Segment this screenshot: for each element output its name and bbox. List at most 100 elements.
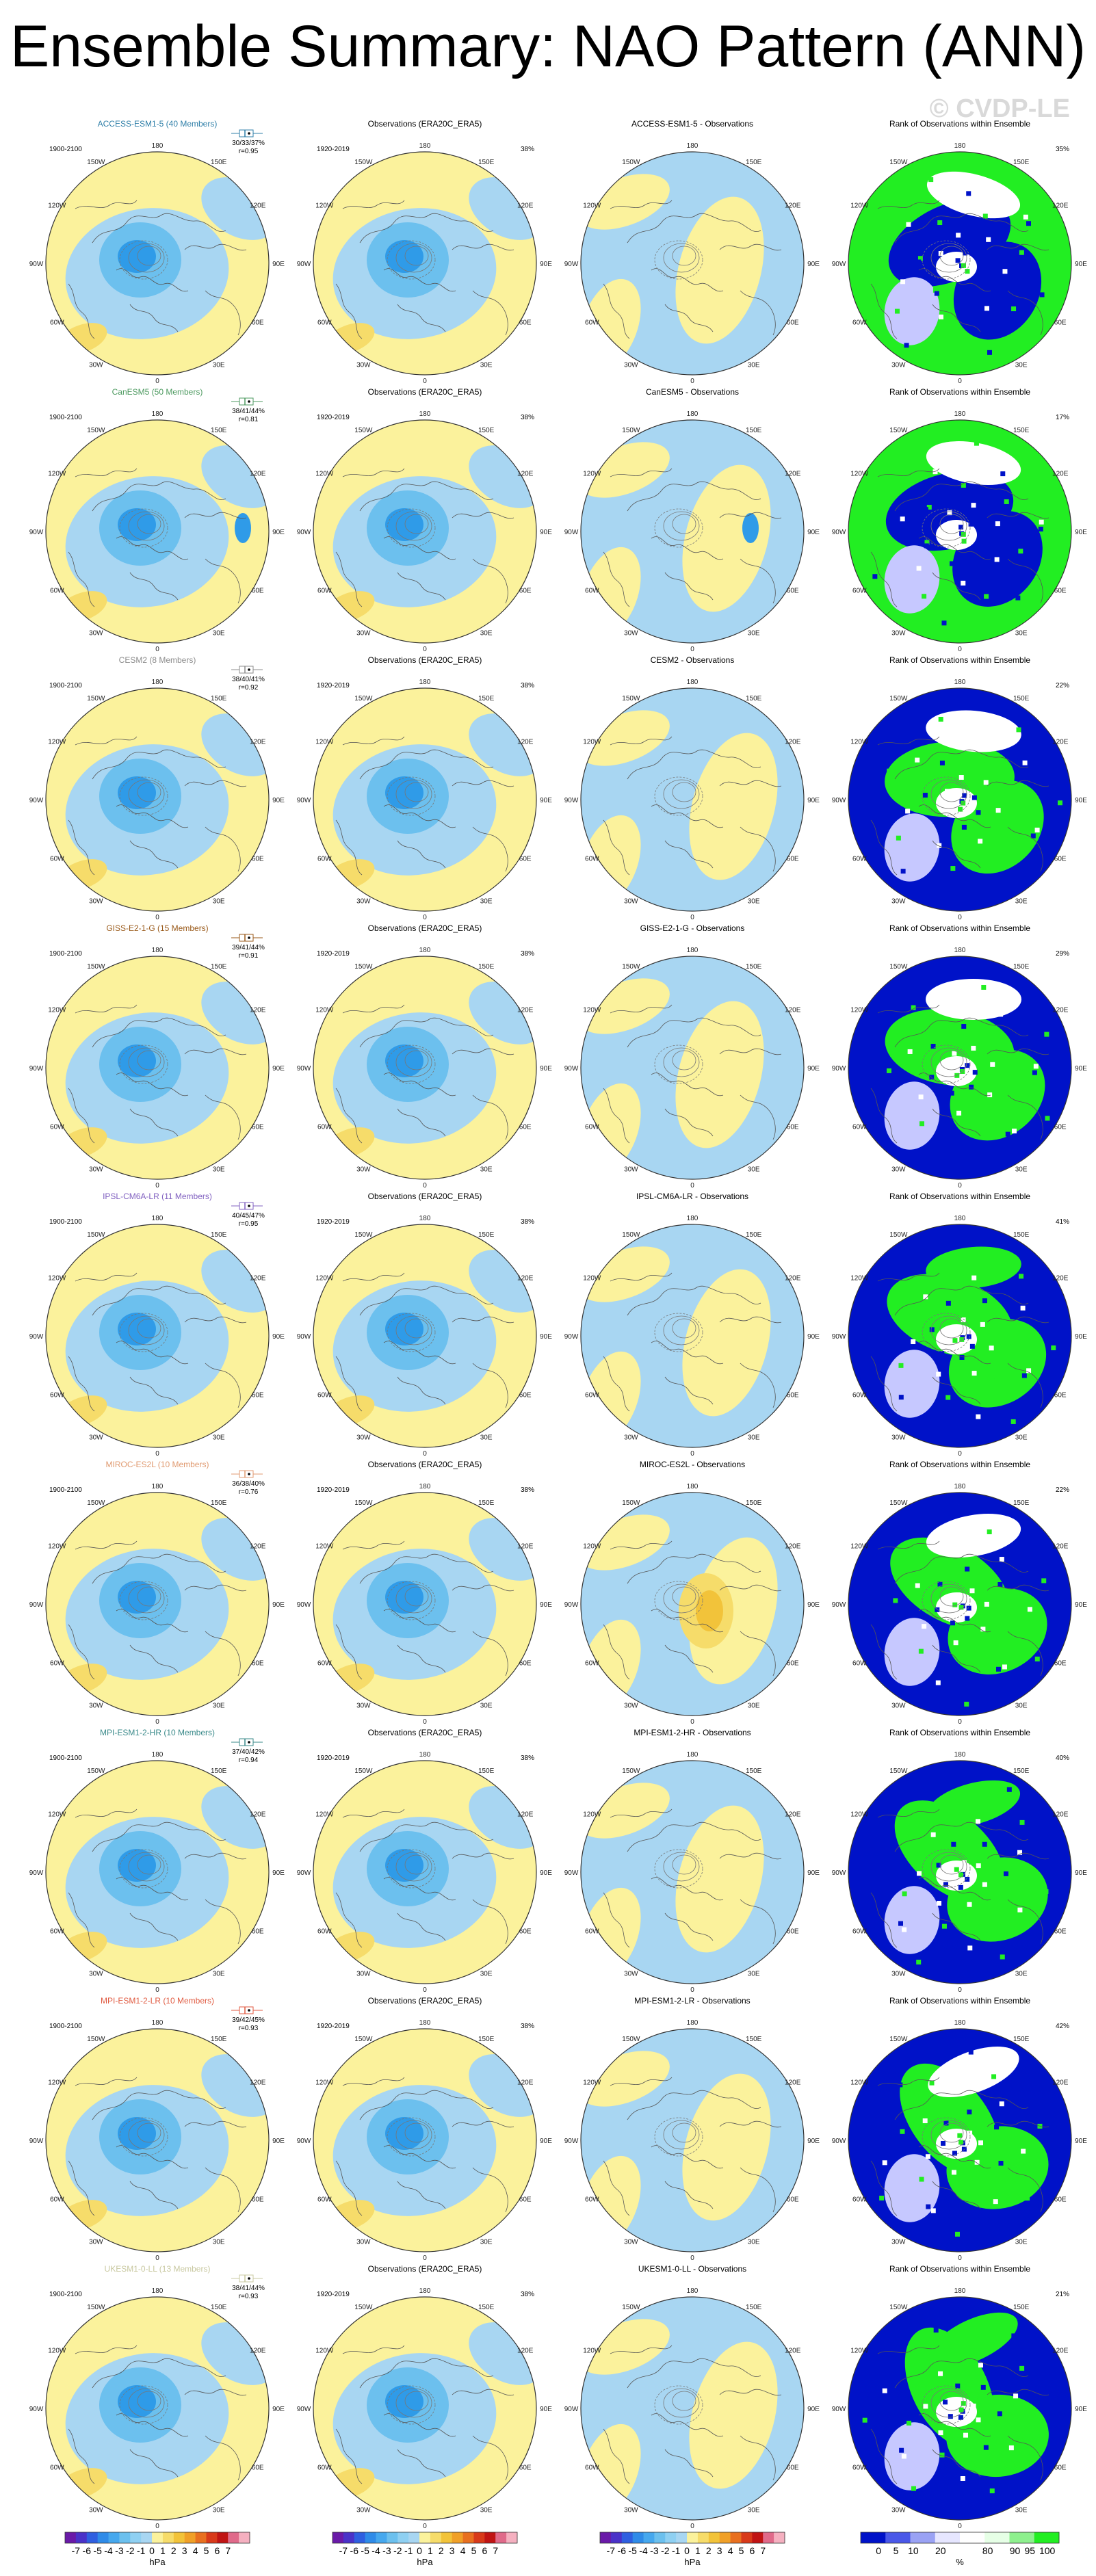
field-positive: [689, 733, 778, 880]
lon-label: 150E: [1013, 1499, 1030, 1507]
lon-label: 30W: [624, 362, 638, 369]
lon-label: 90W: [832, 1869, 846, 1877]
model-period: 1900-2100: [49, 682, 82, 689]
lon-label: 120E: [785, 1543, 801, 1551]
map-panel: 180 150W 150E 120W 120E 90W 90E 60W 60E 30W 30E 0: [564, 679, 820, 921]
lon-label: 150E: [746, 427, 762, 434]
colorbar-tick-label: -6: [618, 2545, 627, 2556]
field-negative-strong: [118, 776, 156, 809]
map-border: [313, 956, 537, 1180]
colorbar-tick-label: 2: [439, 2545, 444, 2556]
colorbar-tick-label: -3: [115, 2545, 124, 2556]
field-positive: [675, 196, 764, 344]
lon-label: 60W: [852, 1124, 867, 1131]
colorbar-swatch: [217, 2532, 229, 2543]
colorbar-tick-label: 4: [193, 2545, 198, 2556]
lon-label: 90W: [29, 1065, 44, 1073]
lon-label: 150W: [87, 159, 105, 166]
figure-row: ACCESS-ESM1-5 (40 Members) 1900-2100 30/33…: [49, 119, 1069, 155]
lon-label: 150W: [622, 1499, 640, 1507]
lon-label: 150E: [1013, 427, 1030, 434]
page-title: Ensemble Summary: NAO Pattern (ANN): [10, 14, 1086, 79]
lon-label: 0: [155, 2255, 159, 2262]
obs-period: 1920-2019: [317, 682, 350, 689]
rank-region: [884, 813, 940, 882]
lon-label: 0: [423, 914, 427, 921]
colorbar-unit: hPa: [684, 2557, 701, 2567]
lon-label: 150W: [87, 2036, 105, 2043]
lon-label: 150E: [211, 1767, 227, 1775]
rank-title: Rank of Observations within Ensemble: [889, 387, 1030, 397]
lon-label: 120W: [583, 202, 601, 210]
field-positive: [682, 2073, 771, 2221]
map-panel: 180 150W 150E 120W 120E 90W 90E 60W 60E 30W 30E 0: [832, 1751, 1088, 1994]
lon-label: 180: [954, 1215, 966, 1222]
lon-label: 90E: [272, 2406, 285, 2413]
field-negative-strong: [118, 2385, 156, 2418]
field-negative-strong: [385, 1313, 423, 1345]
lon-label: 150W: [87, 963, 105, 971]
lon-label: 90E: [272, 1869, 285, 1877]
difference-title: CanESM5 - Observations: [646, 387, 739, 397]
lon-label: 150E: [746, 963, 762, 971]
lon-label: 120W: [850, 1811, 869, 1819]
map-border: [45, 2028, 270, 2252]
lon-label: 0: [423, 646, 427, 653]
colorbar-swatch: [935, 2532, 961, 2543]
colorbar-swatch: [752, 2532, 764, 2543]
lon-label: 120W: [850, 202, 869, 210]
model-stat-range: 38/41/44%: [232, 2285, 265, 2292]
lon-label: 180: [687, 2287, 699, 2295]
lon-label: 0: [155, 1450, 159, 1458]
model-stat-range: 39/42/45%: [232, 2016, 265, 2024]
lon-label: 150E: [478, 159, 495, 166]
lon-label: 60E: [252, 1928, 264, 1936]
map-border: [313, 2028, 537, 2252]
obs-title: Observations (ERA20C_ERA5): [368, 655, 482, 665]
rank-title: Rank of Observations within Ensemble: [889, 119, 1030, 129]
lon-label: 120E: [250, 1275, 266, 1283]
lon-label: 60E: [787, 1124, 799, 1131]
lon-label: 60W: [317, 2196, 332, 2204]
lon-label: 30W: [356, 1971, 371, 1978]
colorbar-swatch: [162, 2532, 174, 2543]
lon-label: 150W: [354, 1499, 373, 1507]
model-stat-range: 38/41/44%: [232, 408, 265, 415]
lon-label: 120W: [850, 1007, 869, 1014]
model-stat-correlation: r=0.93: [239, 2025, 259, 2032]
lon-label: 30E: [213, 898, 225, 906]
lon-label: 30W: [891, 1434, 906, 1442]
lon-label: 60W: [852, 2196, 867, 2204]
lon-label: 0: [690, 1986, 694, 1994]
rank-percent: 17%: [1056, 414, 1069, 421]
field-positive: [675, 1001, 764, 1148]
lon-label: 120W: [583, 1811, 601, 1819]
obs-period: 1920-2019: [317, 146, 350, 153]
lon-label: 90W: [832, 261, 846, 268]
lon-label: 30W: [89, 630, 103, 638]
field-negative-strong: [385, 2117, 423, 2150]
lon-label: 0: [423, 1718, 427, 1726]
lon-label: 90E: [272, 1065, 285, 1073]
colorbar-swatch: [365, 2532, 377, 2543]
rank-percent: 22%: [1056, 682, 1069, 689]
lon-label: 120W: [850, 739, 869, 746]
colorbar-swatch: [441, 2532, 453, 2543]
lon-label: 60E: [787, 2465, 799, 2472]
lon-label: 90E: [1075, 2138, 1087, 2145]
lon-label: 120E: [517, 2079, 534, 2087]
lon-label: 150W: [622, 427, 640, 434]
obs-period: 1920-2019: [317, 1218, 350, 1226]
lon-label: 120W: [48, 1811, 66, 1819]
lon-label: 30W: [891, 1703, 906, 1710]
colorbar-swatch: [984, 2532, 1010, 2543]
lon-label: 150E: [746, 2036, 762, 2043]
lon-label: 30W: [891, 898, 906, 906]
colorbar-tick-label: -4: [639, 2545, 648, 2556]
colorbar-tick-label: 20: [935, 2545, 946, 2556]
lon-label: 150W: [87, 1231, 105, 1239]
lon-label: 90E: [540, 261, 552, 268]
colorbar-hpa: -7 -6 -5 -4 -3 -2 -1 0 1 2 3 4 5 6 7 hPa: [64, 2532, 250, 2567]
lon-label: 120E: [1052, 471, 1069, 478]
lon-label: 120E: [250, 1543, 266, 1551]
